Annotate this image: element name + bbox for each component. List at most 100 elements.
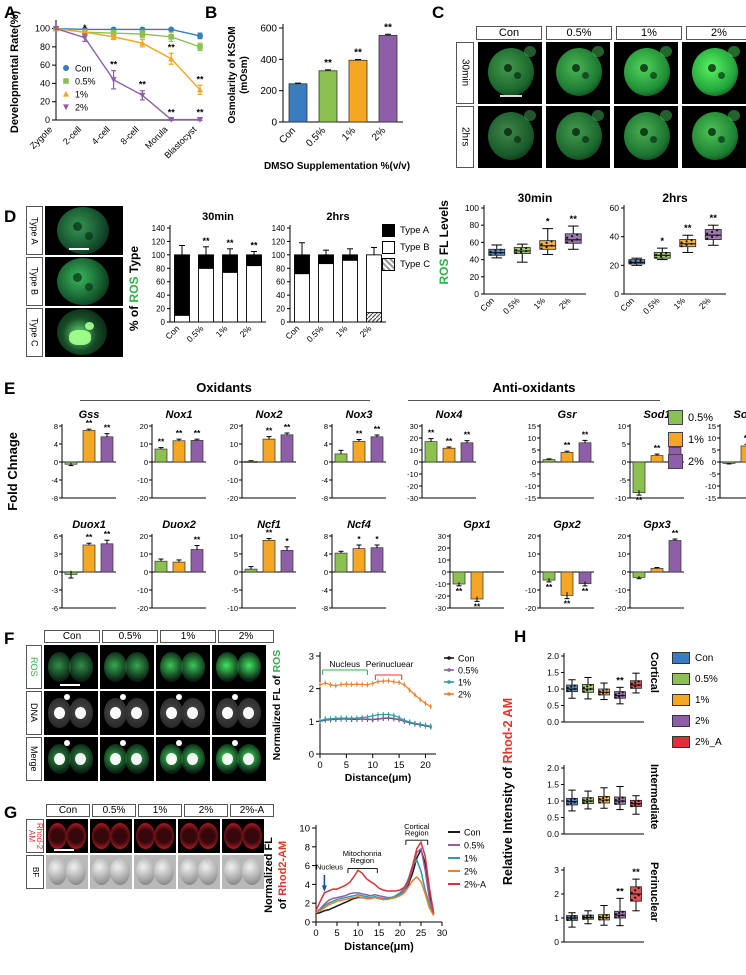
svgH3-point [621, 914, 624, 917]
panel-e-ytick: 30 [438, 532, 446, 541]
svgH1-point [573, 684, 576, 687]
svgC1-point [565, 236, 569, 239]
svgD1-sig: ** [226, 238, 234, 248]
panel-e-ytick: -20 [435, 592, 446, 601]
panel-e-ytick: 10 [618, 422, 626, 431]
svgD1-ytick: 80 [156, 264, 165, 273]
panel-e-gene-title: Ncf4 [347, 519, 371, 531]
panel-f-embryo-image [100, 737, 154, 781]
svgH3-point [570, 918, 573, 921]
svgC2-box [679, 239, 697, 248]
svgD1-segment [246, 254, 262, 267]
svgH3-point [586, 915, 589, 918]
panel-e-sig: * [375, 534, 379, 544]
panel-g-xtick: 0 [313, 928, 318, 939]
panel-b-sig: ** [384, 22, 392, 33]
panel-b-ytick: 0 [271, 118, 277, 129]
panel-f-legend-item: 0.5% [458, 666, 479, 676]
panel-g-xtick: 25 [416, 928, 427, 939]
panel-h-legend-label: 1% [695, 694, 710, 706]
svgD2-ytick: 40 [276, 291, 285, 300]
panel-f-ytick: 1 [309, 717, 314, 728]
svg-text:60: 60 [40, 60, 50, 70]
panel-g-embryo-image [90, 819, 132, 853]
panel-f-col-header: 1% [160, 630, 216, 643]
panel-a-xtick: 2-cell [61, 124, 83, 146]
panel-a-label: A [4, 3, 17, 22]
svgC2-sig: ** [684, 223, 692, 234]
panel-f-embryo-image [212, 645, 266, 689]
svgH1-point [637, 684, 640, 687]
panel-e-label: E [4, 379, 16, 398]
panel-c: C Con 0.5% 1% 2% 30min 2hrs ROS FL Levels 0 20… [432, 4, 746, 324]
panel-e-ytick: -6 [51, 604, 58, 613]
panel-e-sig: ** [374, 424, 381, 434]
svgH2-point [634, 800, 637, 804]
svgH3-point [573, 914, 576, 918]
svgD2-ytick: 120 [272, 237, 286, 246]
panel-e-ytick: 20 [140, 422, 148, 431]
svgD1-ytick: 60 [156, 278, 165, 287]
svgH2-point [586, 798, 589, 801]
panel-e-bar [442, 447, 456, 463]
svgD2-segment [342, 254, 358, 261]
svgC2-point [705, 237, 709, 240]
panel-f-embryo-image [156, 737, 210, 781]
panel-e-ytick: 4 [324, 550, 328, 559]
svgH1-point [630, 686, 633, 689]
svgH2-ytick: 1.5 [547, 780, 559, 790]
svgC1-point [545, 241, 548, 244]
panel-e-sig: ** [564, 599, 571, 609]
panel-e-sig: ** [474, 601, 481, 611]
svgC1-point [575, 238, 579, 241]
panel-e-sig: ** [266, 528, 273, 538]
panel-f-embryo-image [44, 645, 98, 689]
svgH1-point [605, 691, 608, 694]
panel-d-legend-swatch [382, 258, 395, 271]
svgD1-title: 30min [202, 211, 234, 223]
panel-c-col-header: 1% [616, 26, 682, 40]
svgH1-point [570, 688, 573, 692]
panel-d-legend: Type A Type B Type C [382, 224, 430, 275]
svgD2-ytick: 0 [281, 318, 286, 327]
svgH1-point [602, 689, 605, 692]
svgC2-ytick: 20 [610, 260, 620, 270]
panel-c-embryo-image [682, 42, 746, 104]
panel-f-ylabel: Normalized FL of ROS [271, 650, 283, 761]
panel-e-sig: ** [744, 433, 746, 443]
panel-d-legend-swatch [382, 241, 395, 254]
panel-e-gene-title: Nox4 [436, 409, 463, 421]
svgD2-segment [318, 263, 334, 323]
panel-d-type-label: Type A [26, 206, 43, 255]
panel-e-sig: ** [356, 429, 363, 439]
panel-e-ytick: 0 [234, 458, 238, 467]
svgH3-point [570, 915, 573, 918]
panel-e-ytick: -5 [619, 476, 626, 485]
panel-b-chart: 0 200 400 600 Osmolarity of KSOM (mOsm) Con ** 0… [227, 22, 410, 172]
svgH1-point [630, 682, 633, 686]
svgD1-ytick: 0 [161, 318, 166, 327]
panel-e-bar [190, 440, 204, 463]
panel-f-row-header: Merge [26, 737, 42, 781]
panel-f-xtick: 15 [394, 760, 405, 771]
panel-c-embryo-image [614, 106, 678, 168]
svgH1-ytick: 1.0 [547, 684, 559, 694]
svgH3-point [605, 916, 608, 919]
panel-g-xtick: 30 [437, 928, 448, 939]
panel-e-ytick: 15 [528, 422, 536, 431]
panel-g-col-header: Con [46, 804, 90, 817]
panel-e-legend-swatch [668, 410, 683, 425]
panel-d-legend-label: Type C [400, 259, 431, 270]
svg-text:80: 80 [40, 42, 50, 52]
svgH2-point [630, 801, 633, 805]
panel-c-embryo-image [546, 42, 610, 104]
svgC2-point [664, 251, 668, 255]
svgH2-point [637, 802, 640, 806]
panel-e-ytick: -5 [529, 470, 536, 479]
svgH3-point [582, 915, 585, 918]
panel-g-col-header: 2% [184, 804, 228, 817]
svgH2-point [566, 803, 569, 806]
svgC2-ytick: 0 [614, 289, 619, 299]
svgH3-point [586, 917, 589, 920]
panel-e-bar [578, 442, 592, 463]
